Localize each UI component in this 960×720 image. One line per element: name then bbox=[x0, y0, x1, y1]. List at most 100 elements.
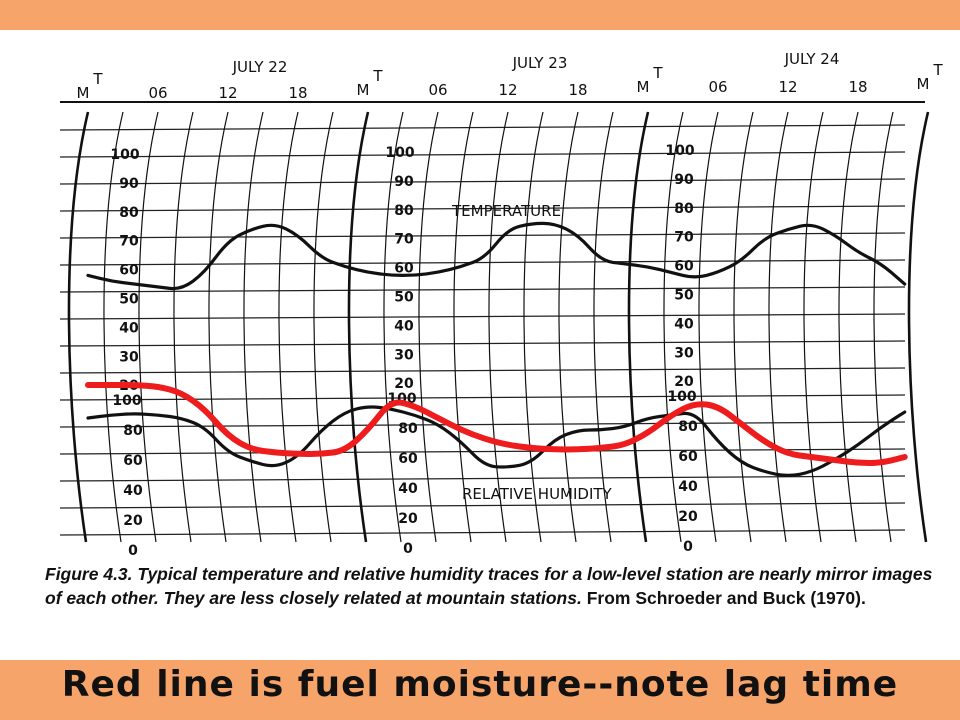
hour-label: M bbox=[357, 81, 370, 99]
caption-source: From Schroeder and Buck (1970). bbox=[586, 588, 866, 608]
top-color-band bbox=[0, 0, 960, 30]
grid-line bbox=[59, 502, 906, 509]
time-curve bbox=[803, 111, 824, 543]
time-curve bbox=[768, 111, 789, 543]
hour-label: M bbox=[917, 75, 930, 93]
midnight-time-curve bbox=[907, 111, 930, 543]
caption-figure-label: Figure 4.3. bbox=[45, 564, 133, 584]
humidity-tick-label: 20 bbox=[398, 511, 418, 527]
banner-message: Red line is fuel moisture--note lag time bbox=[61, 664, 899, 705]
caption-body: Typical temperature and relative humidit… bbox=[45, 564, 933, 608]
temperature-tick-label: 60 bbox=[394, 261, 414, 277]
bottom-color-band bbox=[0, 660, 960, 720]
humidity-tick-label: 80 bbox=[398, 421, 418, 437]
time-curve bbox=[278, 111, 299, 543]
hour-label: 06 bbox=[148, 84, 167, 102]
humidity-tick-label: 60 bbox=[398, 451, 418, 467]
temperature-tick-label: 30 bbox=[119, 349, 139, 365]
grid-line bbox=[59, 232, 906, 239]
tide-mark: T bbox=[932, 61, 943, 79]
humidity-tick-label: 20 bbox=[123, 513, 143, 529]
grid-line bbox=[59, 259, 906, 266]
humidity-tick-label: 0 bbox=[683, 539, 693, 555]
temperature-tick-label: 70 bbox=[674, 230, 694, 246]
time-curve bbox=[733, 111, 754, 543]
grid-line bbox=[59, 313, 906, 320]
hour-label: 06 bbox=[428, 81, 447, 99]
humidity-tick-label: 40 bbox=[123, 483, 143, 499]
grid-line bbox=[59, 475, 906, 482]
temperature-tick-label: 100 bbox=[665, 143, 694, 159]
time-curve bbox=[593, 111, 614, 543]
hour-label: 06 bbox=[708, 78, 727, 96]
hour-label: M bbox=[77, 84, 90, 102]
time-curve bbox=[138, 111, 159, 543]
grid-line bbox=[59, 178, 906, 185]
temperature-tick-label: 100 bbox=[385, 145, 414, 161]
temperature-tick-label: 90 bbox=[674, 172, 694, 188]
temperature-tick-label: 30 bbox=[394, 347, 414, 363]
figure-caption: Figure 4.3. Typical temperature and rela… bbox=[45, 562, 950, 610]
time-curve bbox=[488, 111, 509, 543]
temperature-tick-label: 20 bbox=[394, 376, 414, 392]
tide-mark: T bbox=[92, 70, 103, 88]
grid-line bbox=[59, 286, 906, 293]
grid-line bbox=[59, 367, 906, 374]
humidity-tick-label: 100 bbox=[112, 393, 141, 409]
fuel-moisture-line bbox=[85, 382, 908, 466]
chart-time-curves bbox=[60, 101, 930, 543]
humidity-tick-label: 0 bbox=[128, 543, 138, 559]
hour-label: M bbox=[637, 78, 650, 96]
hour-label: 12 bbox=[778, 78, 797, 96]
day-label: JULY 23 bbox=[512, 54, 568, 72]
temperature-tick-label: 70 bbox=[394, 232, 414, 248]
day-label: JULY 22 bbox=[232, 58, 288, 76]
hour-label: 12 bbox=[498, 81, 517, 99]
chart-series-lines bbox=[85, 221, 908, 477]
temperature-tick-label: 90 bbox=[394, 174, 414, 190]
hour-label: 18 bbox=[848, 78, 867, 96]
midnight-time-curve bbox=[627, 111, 650, 543]
chart-scale-ticks: 1009080706050403020100806040200100908070… bbox=[110, 143, 698, 559]
grid-line bbox=[59, 529, 906, 536]
grid-line bbox=[59, 340, 906, 347]
temperature-tick-label: 50 bbox=[674, 288, 694, 304]
temperature-tick-label: 50 bbox=[119, 292, 139, 308]
temperature-tick-label: 100 bbox=[110, 147, 139, 163]
grid-line bbox=[59, 124, 906, 131]
time-curve bbox=[313, 111, 334, 543]
temperature-tick-label: 40 bbox=[674, 316, 694, 332]
chart-series-labels: TEMPERATURE RELATIVE HUMIDITY bbox=[451, 202, 613, 503]
humidity-tick-label: 20 bbox=[678, 509, 698, 525]
humidity-series-label: RELATIVE HUMIDITY bbox=[462, 485, 613, 503]
temperature-tick-label: 80 bbox=[394, 203, 414, 219]
temperature-tick-label: 50 bbox=[394, 290, 414, 306]
temperature-tick-label: 30 bbox=[674, 345, 694, 361]
grid-line bbox=[59, 394, 906, 401]
temperature-tick-label: 40 bbox=[394, 318, 414, 334]
hour-label: 12 bbox=[218, 84, 237, 102]
time-curve bbox=[103, 111, 124, 543]
time-curve bbox=[243, 111, 264, 543]
humidity-tick-label: 80 bbox=[678, 419, 698, 435]
temperature-tick-label: 60 bbox=[674, 259, 694, 275]
temperature-tick-label: 80 bbox=[674, 201, 694, 217]
time-curve bbox=[558, 111, 579, 543]
temperature-tick-label: 90 bbox=[119, 176, 139, 192]
humidity-tick-label: 80 bbox=[123, 423, 143, 439]
humidity-tick-label: 100 bbox=[667, 389, 696, 405]
humidity-tick-label: 60 bbox=[123, 453, 143, 469]
temperature-tick-label: 20 bbox=[674, 374, 694, 390]
time-curve bbox=[523, 111, 544, 543]
temperature-tick-label: 80 bbox=[119, 205, 139, 221]
midnight-time-curve bbox=[347, 111, 370, 543]
grid-line bbox=[59, 448, 906, 455]
temperature-trace-line bbox=[86, 221, 907, 291]
time-curve bbox=[208, 111, 229, 543]
time-curve bbox=[698, 111, 719, 543]
hour-label: 18 bbox=[568, 81, 587, 99]
time-curve bbox=[418, 111, 439, 543]
humidity-trace-line bbox=[86, 405, 907, 477]
